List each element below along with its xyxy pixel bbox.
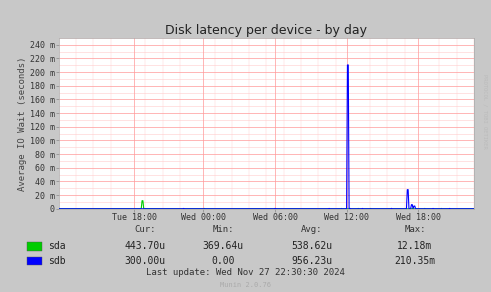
Text: 12.18m: 12.18m	[397, 241, 433, 251]
Text: Avg:: Avg:	[301, 225, 323, 234]
Text: 443.70u: 443.70u	[124, 241, 165, 251]
Text: 300.00u: 300.00u	[124, 256, 165, 266]
Text: Cur:: Cur:	[134, 225, 156, 234]
Y-axis label: Average IO Wait (seconds): Average IO Wait (seconds)	[18, 56, 27, 191]
Text: 0.00: 0.00	[212, 256, 235, 266]
Title: Disk latency per device - by day: Disk latency per device - by day	[165, 24, 367, 37]
Text: Min:: Min:	[213, 225, 234, 234]
Text: 369.64u: 369.64u	[203, 241, 244, 251]
Text: 210.35m: 210.35m	[394, 256, 436, 266]
Text: PROTOCOL / TOBI OETIKER: PROTOCOL / TOBI OETIKER	[482, 74, 487, 148]
Text: 956.23u: 956.23u	[291, 256, 332, 266]
Text: Last update: Wed Nov 27 22:30:30 2024: Last update: Wed Nov 27 22:30:30 2024	[146, 268, 345, 277]
Text: sdb: sdb	[48, 256, 66, 266]
Text: 538.62u: 538.62u	[291, 241, 332, 251]
Text: sda: sda	[48, 241, 66, 251]
Text: Max:: Max:	[404, 225, 426, 234]
Text: Munin 2.0.76: Munin 2.0.76	[220, 282, 271, 288]
